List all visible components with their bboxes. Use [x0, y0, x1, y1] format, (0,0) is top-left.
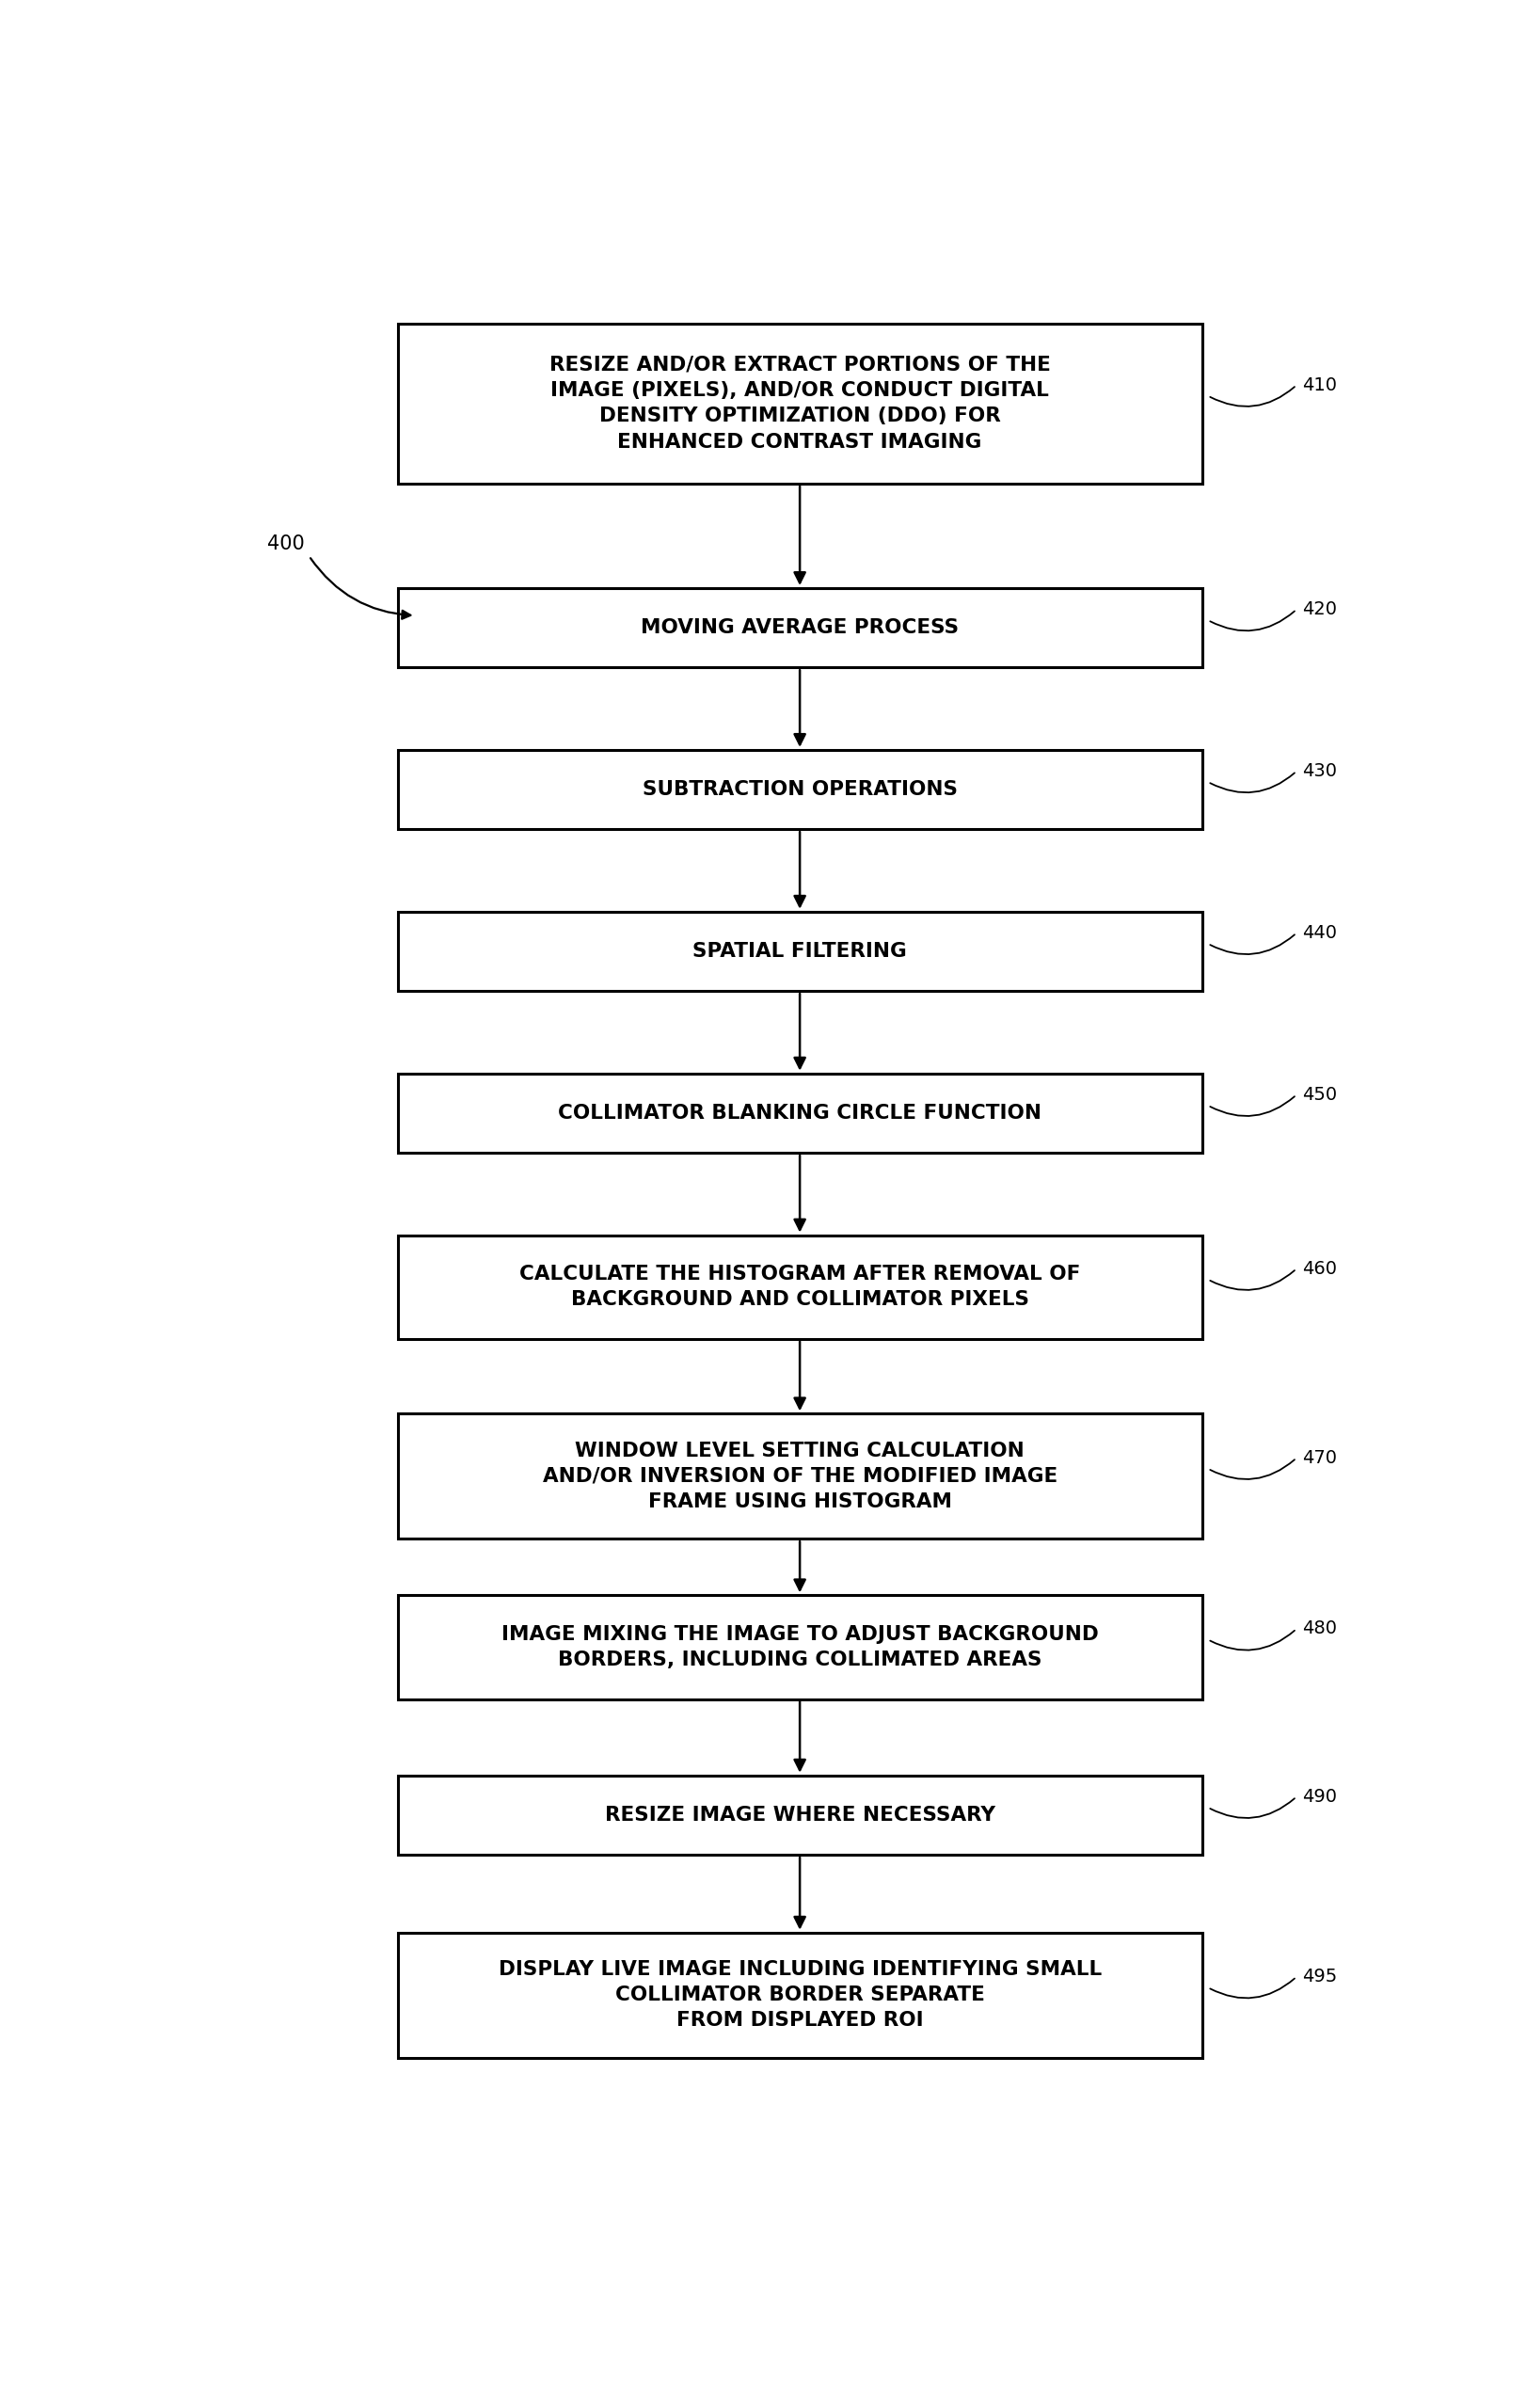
Bar	[398, 1074, 1202, 1153]
Text: 410: 410	[1303, 376, 1337, 395]
Text: DISPLAY LIVE IMAGE INCLUDING IDENTIFYING SMALL
COLLIMATOR BORDER SEPARATE
FROM D: DISPLAY LIVE IMAGE INCLUDING IDENTIFYING…	[497, 1960, 1102, 2030]
Text: 440: 440	[1303, 925, 1337, 942]
Text: RESIZE AND/OR EXTRACT PORTIONS OF THE
IMAGE (PIXELS), AND/OR CONDUCT DIGITAL
DEN: RESIZE AND/OR EXTRACT PORTIONS OF THE IM…	[549, 356, 1050, 450]
Text: 495: 495	[1303, 1967, 1337, 1987]
Text: 400: 400	[267, 535, 305, 554]
Text: 430: 430	[1303, 763, 1337, 780]
Text: RESIZE IMAGE WHERE NECESSARY: RESIZE IMAGE WHERE NECESSARY	[604, 1806, 995, 1825]
Text: 460: 460	[1303, 1259, 1337, 1279]
Bar	[398, 1775, 1202, 1854]
Bar	[398, 1934, 1202, 2059]
Text: 470: 470	[1303, 1450, 1337, 1466]
Bar	[398, 323, 1202, 484]
Text: MOVING AVERAGE PROCESS: MOVING AVERAGE PROCESS	[641, 619, 958, 638]
Bar	[398, 749, 1202, 828]
Text: 420: 420	[1303, 600, 1337, 619]
Bar	[398, 588, 1202, 667]
Text: SPATIAL FILTERING: SPATIAL FILTERING	[693, 942, 906, 961]
Bar	[398, 1413, 1202, 1539]
Text: WINDOW LEVEL SETTING CALCULATION
AND/OR INVERSION OF THE MODIFIED IMAGE
FRAME US: WINDOW LEVEL SETTING CALCULATION AND/OR …	[542, 1442, 1058, 1512]
Bar	[398, 913, 1202, 992]
Bar	[398, 1235, 1202, 1339]
Text: IMAGE MIXING THE IMAGE TO ADJUST BACKGROUND
BORDERS, INCLUDING COLLIMATED AREAS: IMAGE MIXING THE IMAGE TO ADJUST BACKGRO…	[501, 1625, 1099, 1669]
Bar	[398, 1594, 1202, 1700]
Text: 450: 450	[1303, 1086, 1337, 1103]
Text: 490: 490	[1303, 1787, 1337, 1806]
Text: CALCULATE THE HISTOGRAM AFTER REMOVAL OF
BACKGROUND AND COLLIMATOR PIXELS: CALCULATE THE HISTOGRAM AFTER REMOVAL OF…	[519, 1264, 1080, 1310]
Text: SUBTRACTION OPERATIONS: SUBTRACTION OPERATIONS	[642, 780, 957, 799]
Text: COLLIMATOR BLANKING CIRCLE FUNCTION: COLLIMATOR BLANKING CIRCLE FUNCTION	[559, 1103, 1042, 1122]
Text: 480: 480	[1303, 1621, 1337, 1637]
